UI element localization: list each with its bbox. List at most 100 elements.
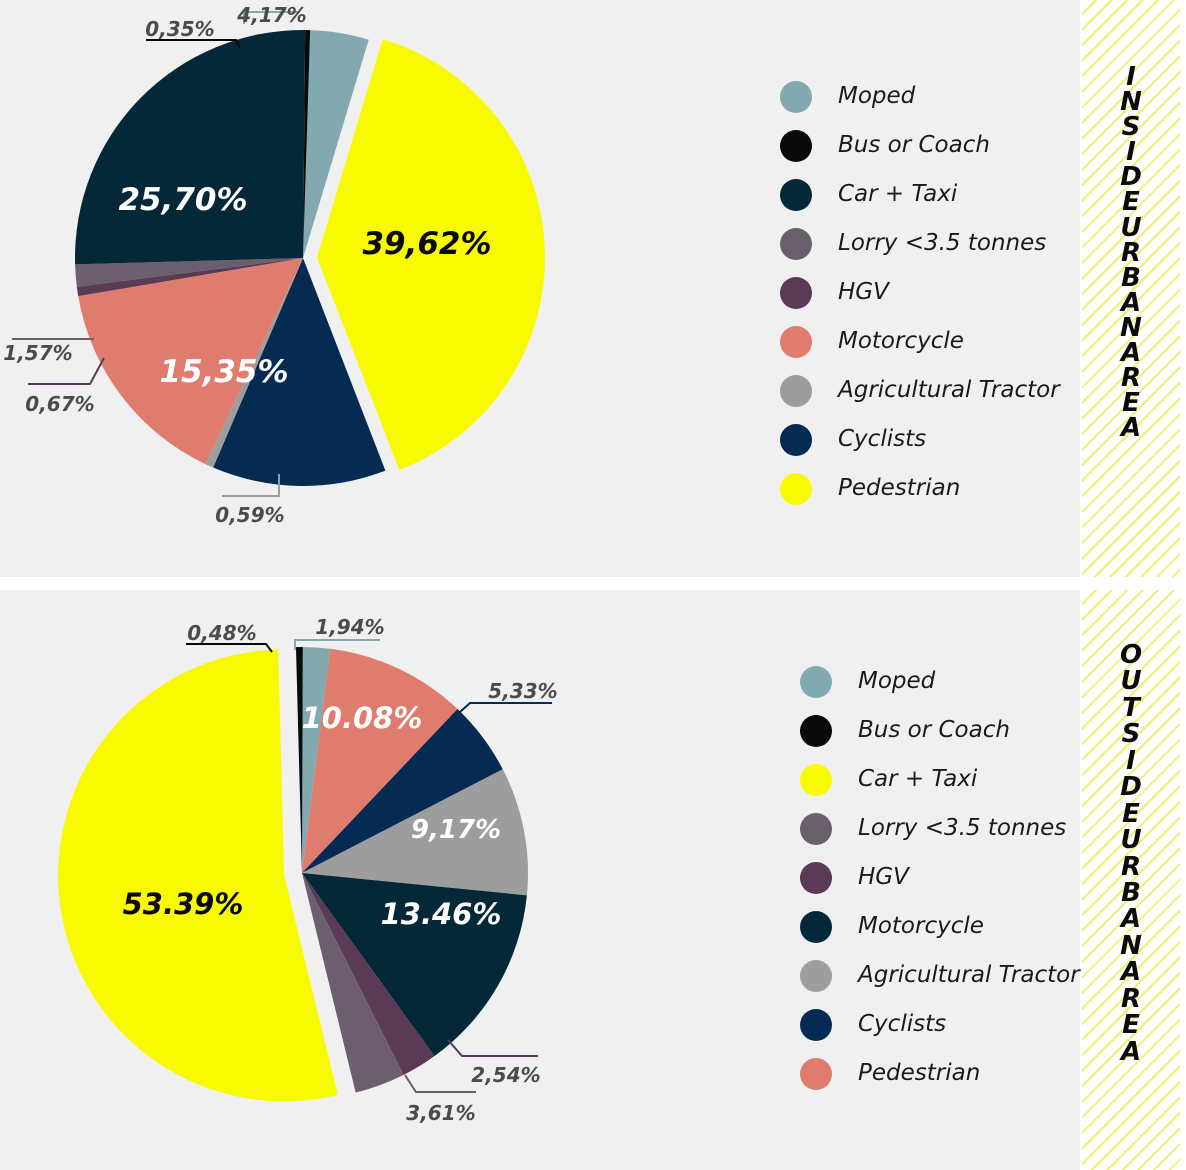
legend-label: Lorry <3.5 tonnes — [858, 815, 1067, 841]
legend-swatch — [800, 911, 832, 943]
legend-swatch — [800, 960, 832, 992]
outside-label-bus-or-coach: 0,48% — [187, 621, 256, 645]
legend-item-motorcycle: Motorcycle — [780, 326, 1080, 360]
side-label-letter: E — [1122, 187, 1140, 218]
legend-label: Motorcycle — [838, 328, 964, 354]
legend-label: Pedestrian — [838, 475, 961, 501]
legend-item-moped: Moped — [780, 81, 1080, 115]
inside-label-hgv: 0,67% — [25, 392, 94, 416]
legend-label: Moped — [838, 83, 916, 109]
outside-label-hgv: 2,54% — [471, 1063, 540, 1087]
outside-label-cyclists: 5,33% — [488, 679, 557, 703]
legend-label: Moped — [858, 668, 936, 694]
legend-item-bus-or-coach: Bus or Coach — [780, 130, 1080, 164]
legend-swatch — [780, 81, 812, 113]
legend-label: Cyclists — [838, 426, 927, 452]
side-label-letter: R — [1120, 363, 1142, 394]
side-label-letter: R — [1120, 983, 1142, 1014]
legend-swatch — [800, 666, 832, 698]
legend-item-lorry-3-5-tonnes: Lorry <3.5 tonnes — [800, 813, 1100, 847]
legend-label: Bus or Coach — [858, 717, 1010, 743]
inside-label-car-taxi: 25,70% — [118, 182, 247, 218]
inside-label-agricultural-tractor: 0,59% — [215, 503, 284, 527]
inside-leader-bus-or-coach — [146, 39, 241, 49]
inside-label-lorry-3-5-tonnes: 1,57% — [3, 341, 72, 365]
legend-label: Car + Taxi — [838, 181, 958, 207]
side-label-letter: A — [1120, 413, 1142, 444]
legend-label: Lorry <3.5 tonnes — [838, 230, 1047, 256]
legend-swatch — [800, 764, 832, 796]
legend-label: Motorcycle — [858, 913, 984, 939]
inside-slice-car-taxi — [75, 30, 306, 265]
outside-slice-cyclists — [302, 708, 503, 873]
outside-slice-lorry-3-5-tonnes — [302, 873, 404, 1093]
legend-swatch — [780, 473, 812, 505]
inside-slice-agricultural-tractor — [205, 258, 303, 468]
outside-label-pedestrian: 10.08% — [302, 701, 423, 735]
side-label-letter: I — [1126, 745, 1136, 776]
side-label-letter: B — [1121, 262, 1141, 293]
inside-pie: 4,17% 39,62% 0,59% 15,35% 0,67% 1,57% 25,70% 0,… — [3, 3, 545, 527]
inside-leader-agricultural-tractor — [222, 474, 280, 497]
side-label-letter: D — [1120, 162, 1142, 193]
legend-swatch — [780, 179, 812, 211]
legend-item-motorcycle: Motorcycle — [800, 911, 1100, 945]
side-label-letter: U — [1120, 825, 1142, 856]
legend-label: HGV — [858, 864, 909, 890]
side-label-letter: U — [1120, 666, 1142, 697]
side-label-letter: S — [1121, 112, 1141, 143]
legend-label: Pedestrian — [858, 1060, 981, 1086]
legend-swatch — [780, 130, 812, 162]
side-label-letter: N — [1120, 87, 1142, 118]
legend-label: Car + Taxi — [858, 766, 978, 792]
side-label-letter: U — [1120, 212, 1142, 243]
legend-swatch — [800, 715, 832, 747]
outside-label-motorcycle: 13.46% — [381, 897, 502, 931]
inside-label-bus-or-coach: 0,35% — [145, 17, 214, 41]
side-label-letter: O — [1119, 640, 1143, 670]
legend-item-hgv: HGV — [800, 862, 1100, 896]
legend-item-moped: Moped — [800, 666, 1100, 700]
outside-slice-moped — [302, 647, 331, 873]
inside-slice-cyclists — [213, 258, 386, 486]
outside-slice-motorcycle — [302, 873, 527, 1057]
legend-item-lorry-3-5-tonnes: Lorry <3.5 tonnes — [780, 228, 1080, 262]
outside-leader-hgv — [447, 1039, 538, 1057]
outside-pie: 1,94% 10.08% 5,33% 9,17% 13.46% 2,54% 3,61% 53.… — [58, 615, 558, 1125]
inside-leader-hgv — [28, 357, 105, 385]
legend-item-car-taxi: Car + Taxi — [780, 179, 1080, 213]
outside-leader-cyclists — [459, 702, 552, 713]
legend-swatch — [780, 424, 812, 456]
legend-item-bus-or-coach: Bus or Coach — [800, 715, 1100, 749]
outside-label-moped: 1,94% — [315, 615, 384, 639]
outside-label-car-taxi: 53.39% — [123, 887, 244, 921]
side-label-letter: A — [1120, 904, 1142, 935]
side-label-letter: R — [1120, 851, 1142, 882]
side-label-letter: E — [1122, 388, 1140, 419]
inside-label-moped: 4,17% — [236, 3, 306, 27]
legend-swatch — [780, 326, 812, 358]
legend-item-agricultural-tractor: Agricultural Tractor — [780, 375, 1080, 409]
side-label-letter: E — [1122, 798, 1140, 829]
side-label-letter: N — [1120, 312, 1142, 343]
legend-item-cyclists: Cyclists — [780, 424, 1080, 458]
side-label-letter: R — [1120, 237, 1142, 268]
legend-item-pedestrian: Pedestrian — [800, 1058, 1100, 1092]
side-label-letter: S — [1121, 719, 1141, 750]
side-label-letter: B — [1121, 877, 1141, 908]
side-label-letter: D — [1120, 772, 1142, 803]
legend-label: Cyclists — [858, 1011, 947, 1037]
inside-leader-moped — [243, 11, 300, 24]
side-label-letter: A — [1120, 957, 1142, 988]
legend-swatch — [800, 862, 832, 894]
outside-leader-bus-or-coach — [186, 643, 273, 653]
outside-slice-agricultural-tractor — [302, 769, 528, 896]
legend-item-hgv: HGV — [780, 277, 1080, 311]
side-label-letter: N — [1120, 930, 1142, 961]
outside-slice-car-taxi — [58, 649, 338, 1102]
outside-leader-lorry-3-5-tonnes — [404, 1074, 476, 1093]
side-label-letter: I — [1126, 137, 1136, 168]
legend-swatch — [780, 228, 812, 260]
